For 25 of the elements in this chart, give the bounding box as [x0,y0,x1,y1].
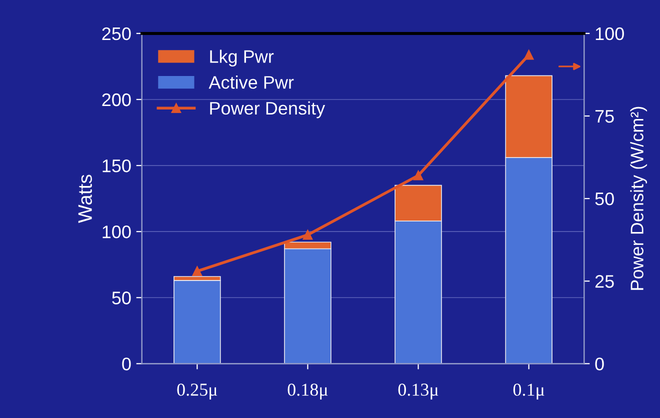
y2-axis-title: Power Density (W/cm²) [630,106,648,290]
bar [174,280,221,364]
y-tick-label: 150 [102,159,131,172]
y2-tick-label: 75 [595,110,614,123]
x-tick-label: 0.25μ [177,384,218,400]
y-tick-label: 100 [102,226,131,238]
point [192,266,202,276]
point [413,170,424,180]
y-tick-label: 50 [112,292,131,304]
point [524,50,534,60]
point [302,230,313,240]
x-tick-label: 0.1μ [513,384,544,400]
y2-tick-label: 25 [595,275,614,288]
x-tick-label: 0.13μ [398,384,438,400]
y-tick-label: 250 [102,27,131,40]
y2-tick-label: 0 [595,358,604,370]
y-axis-title: Watts [78,174,92,223]
y2-tick-label: 50 [595,192,614,206]
y-tick-label: 200 [102,93,131,106]
y2-tick-label: 100 [596,27,624,40]
legend-label: Power Density [210,101,326,118]
y-tick-label: 0 [122,358,131,370]
legend-label: Lkg Pwr [210,50,274,67]
legend-label: Active Pwr [208,76,294,89]
x-tick-label: 0.18μ [288,384,328,400]
